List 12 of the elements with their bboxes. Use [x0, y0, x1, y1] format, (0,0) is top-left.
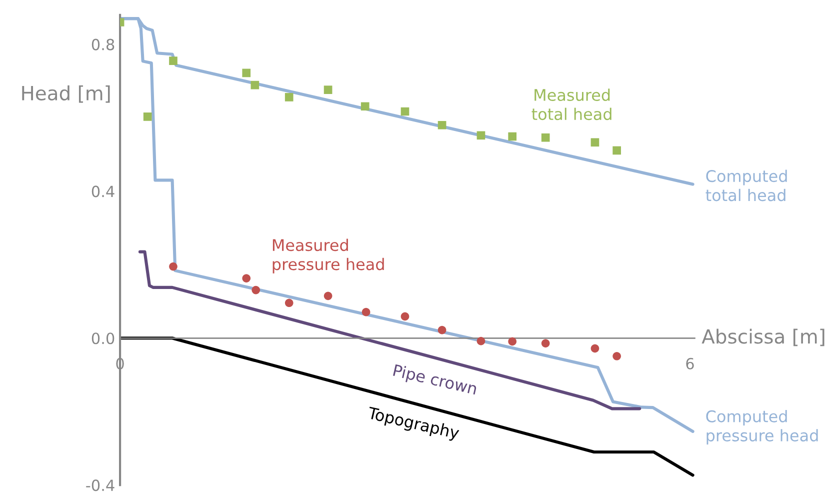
y-tick-label: 0.4	[92, 186, 114, 198]
y-tick-label: 0.8	[92, 38, 114, 50]
y-tick-label: -0.4	[86, 480, 114, 492]
series-label: Measured pressure head	[272, 238, 384, 274]
y-tick-label: 0.0	[92, 332, 114, 344]
series-label: Measured total head	[532, 88, 612, 120]
series-label: Computed pressure head	[706, 410, 818, 445]
series-label: Computed total head	[706, 170, 787, 202]
text: Pipe crown	[392, 364, 478, 398]
x-tick-label: 6	[686, 358, 694, 370]
y-axis-title: Head [m]	[22, 85, 110, 103]
x-axis-title: Abscissa [m]	[702, 328, 824, 346]
